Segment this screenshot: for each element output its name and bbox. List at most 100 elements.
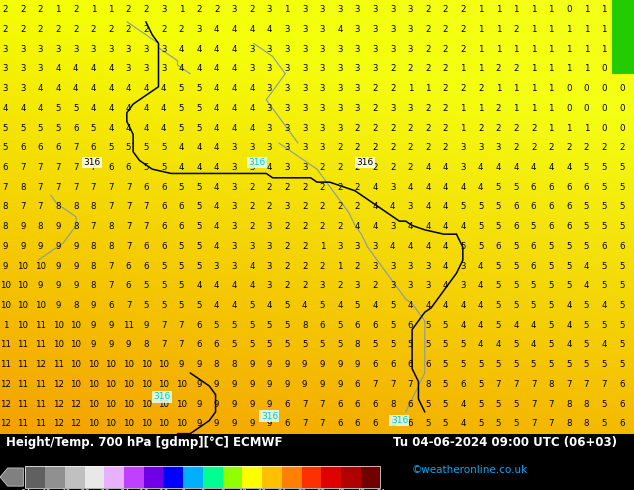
Text: 8: 8 bbox=[55, 202, 61, 212]
Text: 11: 11 bbox=[17, 380, 29, 389]
Text: 10: 10 bbox=[123, 380, 134, 389]
Text: 1: 1 bbox=[601, 25, 607, 34]
Text: 8: 8 bbox=[20, 183, 25, 192]
Text: 1: 1 bbox=[460, 123, 466, 133]
Text: 5: 5 bbox=[460, 360, 466, 369]
Text: 2: 2 bbox=[143, 25, 149, 34]
Text: 5: 5 bbox=[619, 183, 624, 192]
Text: 5: 5 bbox=[478, 242, 484, 251]
Text: 5: 5 bbox=[601, 321, 607, 330]
Text: 10: 10 bbox=[70, 360, 81, 369]
Text: 1: 1 bbox=[496, 84, 501, 93]
Text: 7: 7 bbox=[73, 163, 79, 172]
Text: 7: 7 bbox=[126, 183, 131, 192]
Text: 4: 4 bbox=[584, 281, 589, 290]
Text: 3: 3 bbox=[267, 123, 272, 133]
Text: 2: 2 bbox=[337, 163, 342, 172]
Text: 2: 2 bbox=[126, 25, 131, 34]
Text: 6: 6 bbox=[355, 321, 360, 330]
Text: 6: 6 bbox=[197, 321, 202, 330]
Text: 4: 4 bbox=[214, 183, 219, 192]
Text: 6: 6 bbox=[408, 321, 413, 330]
Text: 2: 2 bbox=[460, 25, 466, 34]
Text: 0: 0 bbox=[619, 123, 624, 133]
Text: 2: 2 bbox=[425, 5, 430, 14]
Text: 6: 6 bbox=[566, 222, 572, 231]
Text: 6: 6 bbox=[601, 242, 607, 251]
Text: 6: 6 bbox=[337, 419, 342, 428]
Text: 3: 3 bbox=[231, 262, 237, 270]
Text: 2: 2 bbox=[425, 104, 430, 113]
Text: 3: 3 bbox=[337, 65, 342, 74]
Text: 3: 3 bbox=[3, 45, 8, 54]
Text: 2: 2 bbox=[496, 65, 501, 74]
Text: 7: 7 bbox=[161, 321, 167, 330]
Text: 7: 7 bbox=[38, 183, 43, 192]
Text: 316: 316 bbox=[261, 412, 278, 421]
Text: 1: 1 bbox=[548, 45, 554, 54]
Text: 5: 5 bbox=[619, 262, 624, 270]
Text: 5: 5 bbox=[548, 242, 554, 251]
Text: 0: 0 bbox=[584, 104, 589, 113]
Text: 5: 5 bbox=[143, 281, 149, 290]
Text: 8: 8 bbox=[91, 262, 96, 270]
Text: 4: 4 bbox=[372, 222, 378, 231]
Text: 3: 3 bbox=[231, 202, 237, 212]
Text: 3: 3 bbox=[231, 183, 237, 192]
Text: 1: 1 bbox=[478, 5, 484, 14]
Text: 2: 2 bbox=[320, 163, 325, 172]
Text: 3: 3 bbox=[408, 202, 413, 212]
Text: 5: 5 bbox=[566, 281, 572, 290]
Text: 5: 5 bbox=[390, 341, 396, 349]
Text: 2: 2 bbox=[478, 84, 484, 93]
Text: 6: 6 bbox=[179, 222, 184, 231]
Text: 1: 1 bbox=[531, 84, 536, 93]
Text: 11: 11 bbox=[35, 419, 46, 428]
Text: 11: 11 bbox=[123, 321, 134, 330]
Text: 4: 4 bbox=[601, 341, 607, 349]
Text: 4: 4 bbox=[73, 84, 79, 93]
Text: 4: 4 bbox=[249, 25, 255, 34]
Text: 6: 6 bbox=[372, 321, 378, 330]
Text: 6: 6 bbox=[161, 183, 167, 192]
Text: 4: 4 bbox=[478, 183, 484, 192]
Text: 9: 9 bbox=[3, 262, 8, 270]
Text: 10: 10 bbox=[176, 419, 187, 428]
Text: 2: 2 bbox=[320, 222, 325, 231]
Text: 3: 3 bbox=[249, 45, 255, 54]
Text: 0: 0 bbox=[619, 104, 624, 113]
Text: 1: 1 bbox=[55, 5, 61, 14]
Text: 5: 5 bbox=[619, 163, 624, 172]
Text: 6: 6 bbox=[73, 123, 79, 133]
Text: 9: 9 bbox=[231, 419, 237, 428]
Text: 9: 9 bbox=[231, 399, 237, 409]
Text: 9: 9 bbox=[55, 222, 61, 231]
Text: 2: 2 bbox=[38, 25, 43, 34]
Text: 9: 9 bbox=[337, 380, 342, 389]
Text: 3: 3 bbox=[302, 5, 307, 14]
Text: 5: 5 bbox=[161, 163, 167, 172]
Text: 2: 2 bbox=[302, 183, 307, 192]
Text: 8: 8 bbox=[566, 399, 572, 409]
Text: 5: 5 bbox=[197, 84, 202, 93]
Text: 5: 5 bbox=[108, 144, 113, 152]
Text: 5: 5 bbox=[601, 360, 607, 369]
Text: 3: 3 bbox=[231, 222, 237, 231]
Text: 2: 2 bbox=[197, 5, 202, 14]
Text: 3: 3 bbox=[284, 104, 290, 113]
Text: 5: 5 bbox=[197, 202, 202, 212]
Text: 10: 10 bbox=[35, 262, 46, 270]
Text: 3: 3 bbox=[320, 5, 325, 14]
Text: 5: 5 bbox=[214, 321, 219, 330]
Text: 1: 1 bbox=[514, 84, 519, 93]
Text: 5: 5 bbox=[355, 301, 360, 310]
Text: 2: 2 bbox=[337, 222, 342, 231]
Text: 6: 6 bbox=[91, 144, 96, 152]
Text: 8: 8 bbox=[108, 222, 113, 231]
Text: 2: 2 bbox=[320, 202, 325, 212]
Text: 5: 5 bbox=[584, 202, 589, 212]
Text: 2: 2 bbox=[73, 25, 79, 34]
Bar bbox=[25, 466, 45, 488]
Text: 9: 9 bbox=[143, 321, 149, 330]
Text: 3: 3 bbox=[320, 104, 325, 113]
